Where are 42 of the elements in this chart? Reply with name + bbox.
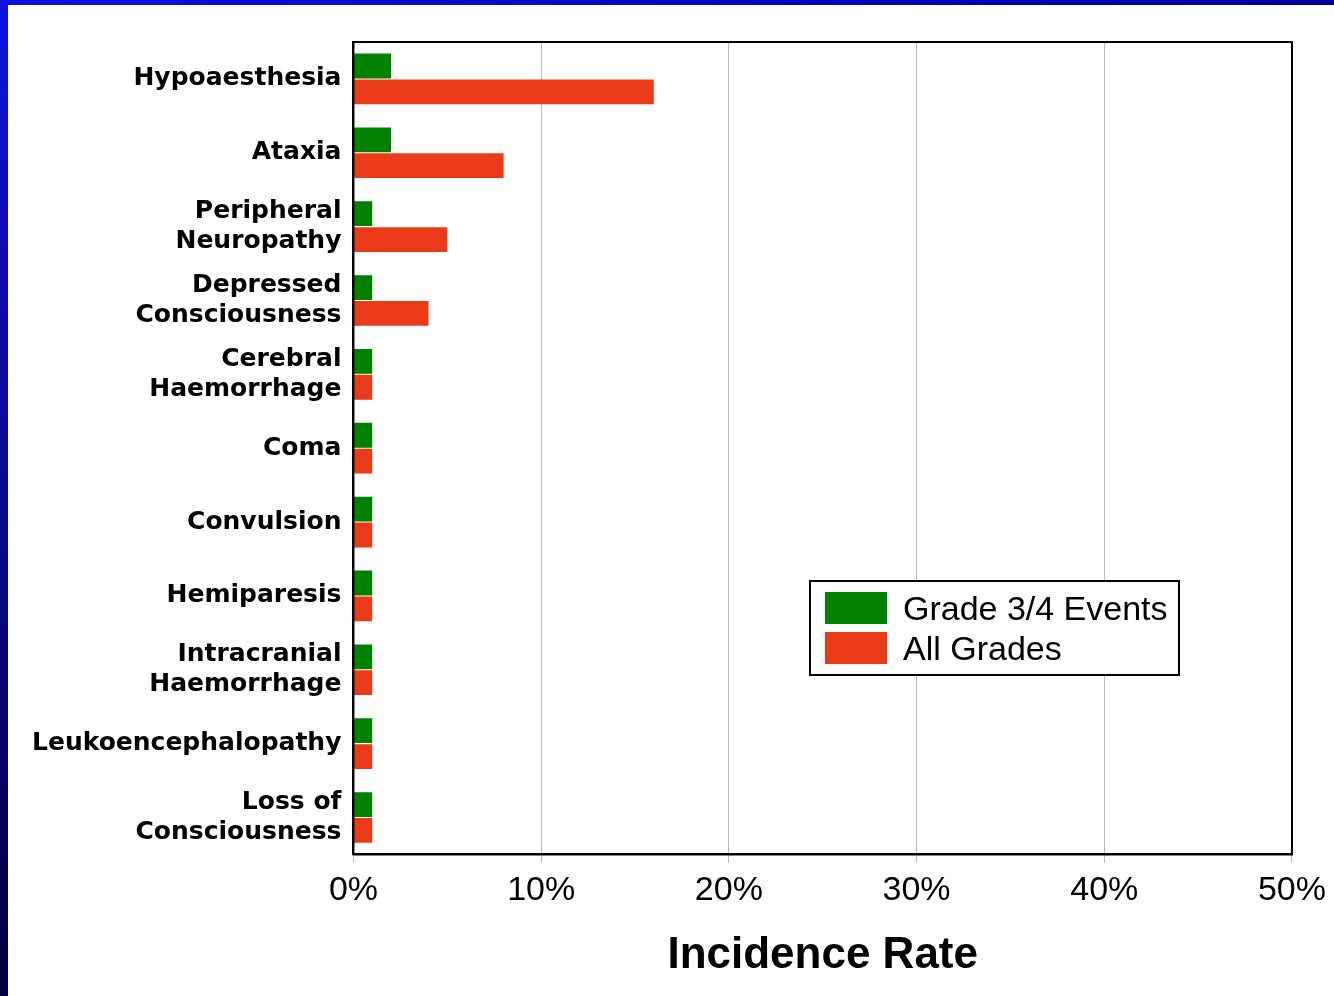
bar (353, 127, 391, 153)
y-tick-label: Depressed Consciousness (135, 268, 342, 328)
bar (353, 792, 373, 817)
bar (353, 448, 373, 474)
y-tick-label: Coma (263, 431, 342, 461)
bar (353, 153, 504, 179)
bar (353, 817, 373, 843)
y-tick-label: Ataxia (251, 136, 342, 166)
x-tick-label: 50% (1257, 869, 1327, 908)
legend-label: All Grades (902, 628, 1062, 668)
y-tick-label: Cerebral Haemorrhage (149, 342, 342, 402)
x-tick-label: 20% (694, 869, 763, 908)
bar (353, 374, 373, 400)
x-axis-title: Incidence Rate (667, 927, 978, 977)
legend-label: Grade 3/4 Events (902, 588, 1168, 628)
bar (353, 275, 373, 300)
x-tick-label: 0% (328, 869, 379, 908)
bar (353, 644, 373, 670)
bar (353, 522, 373, 548)
bar (353, 53, 391, 79)
y-tick-label: Leukoencephalopathy (31, 727, 342, 757)
bar (353, 422, 373, 448)
x-tick-label: 10% (507, 869, 576, 908)
bar (353, 201, 373, 227)
bar (353, 349, 373, 374)
x-tick-label: 30% (882, 869, 951, 908)
bar (353, 718, 373, 744)
y-tick-label: Hypoaesthesia (133, 62, 342, 92)
y-tick-label: Peripheral Neuropathy (175, 195, 342, 255)
x-tick-label: 40% (1070, 869, 1139, 908)
y-tick-label: Loss of Consciousness (135, 785, 343, 845)
bar (353, 301, 429, 326)
bar (353, 227, 448, 252)
y-tick-label: Hemiparesis (166, 579, 342, 609)
y-tick-label: Convulsion (187, 505, 342, 535)
bar (353, 570, 373, 596)
bar (353, 596, 373, 622)
y-tick-label: Intracranial Haemorrhage (149, 638, 342, 698)
bar (353, 79, 654, 105)
bar (353, 744, 373, 769)
bar (353, 670, 373, 696)
bar (353, 496, 373, 522)
